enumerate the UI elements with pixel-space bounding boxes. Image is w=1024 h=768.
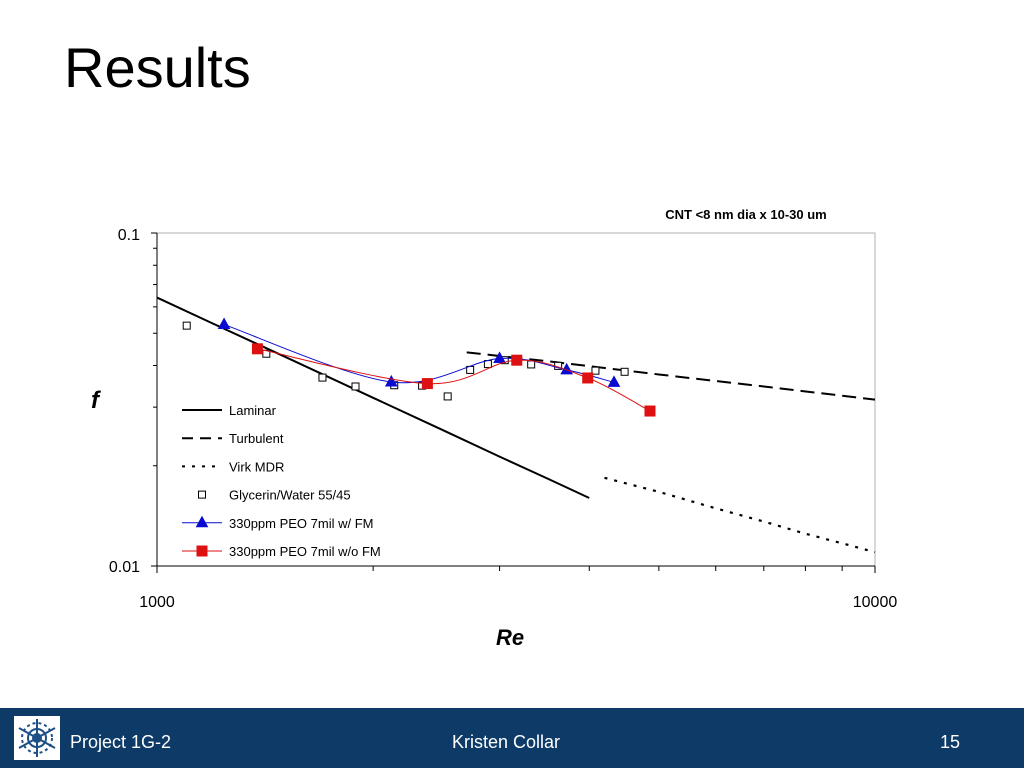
y-axis-label: f	[91, 387, 101, 414]
footer-project: Project 1G-2	[70, 732, 172, 752]
legend-label: Virk MDR	[229, 459, 284, 474]
data-point	[351, 382, 360, 391]
y-tick-label-0.01: 0.01	[109, 559, 140, 576]
footer-page-number: 15	[940, 732, 961, 752]
legend-swatch	[195, 515, 209, 528]
series-line	[604, 476, 876, 554]
data-point	[421, 378, 433, 390]
data-point	[318, 373, 327, 382]
chart-title: CNT <8 nm dia x 10-30 um	[665, 207, 826, 222]
data-point	[527, 360, 536, 369]
data-point	[251, 343, 263, 355]
legend-item-5: 330ppm PEO 7mil w/o FM	[182, 544, 381, 559]
series-4	[217, 317, 621, 387]
data-point	[217, 317, 231, 330]
data-point	[443, 392, 452, 401]
legend-item-0: Laminar	[182, 403, 277, 418]
snowflake-logo-icon	[14, 716, 60, 760]
data-point	[182, 321, 191, 330]
series-5	[251, 343, 656, 417]
legend-item-3: Glycerin/Water 55/45	[198, 488, 351, 503]
axes	[151, 232, 876, 573]
data-point	[644, 405, 656, 417]
legend-item-1: Turbulent	[182, 431, 284, 446]
legend-swatch	[196, 545, 208, 557]
y-tick-label-0.1: 0.1	[118, 227, 140, 244]
series-layer	[156, 296, 876, 554]
footer-author: Kristen Collar	[452, 732, 561, 752]
footer-bar: Project 1G-2 Kristen Collar 15	[0, 708, 1024, 768]
x-tick-label-10000: 10000	[853, 594, 898, 611]
series-0	[156, 296, 590, 499]
series-line	[156, 296, 590, 499]
legend-label: 330ppm PEO 7mil w/ FM	[229, 516, 374, 531]
friction-factor-chart: CNT <8 nm dia x 10-30 um Laminar Turbulen…	[91, 207, 898, 650]
legend: Laminar Turbulent Virk MDR Glycerin/Water 5…	[182, 403, 381, 559]
series-3	[182, 321, 629, 401]
legend-swatch	[198, 490, 206, 499]
x-axis-label: Re	[496, 625, 524, 650]
legend-label: 330ppm PEO 7mil w/o FM	[229, 544, 381, 559]
slide-title: Results	[64, 36, 251, 99]
data-point	[582, 372, 594, 384]
data-point	[384, 374, 398, 387]
data-point	[511, 354, 523, 366]
legend-label: Glycerin/Water 55/45	[229, 488, 351, 503]
series-line	[223, 324, 615, 384]
legend-label: Turbulent	[229, 431, 284, 446]
data-point	[493, 351, 506, 363]
legend-item-4: 330ppm PEO 7mil w/ FM	[182, 515, 374, 531]
legend-item-2: Virk MDR	[182, 459, 284, 474]
x-tick-label-1000: 1000	[139, 594, 175, 611]
data-point	[591, 366, 600, 375]
data-point	[620, 367, 629, 376]
series-2	[604, 476, 876, 554]
series-line	[257, 348, 651, 412]
data-point	[607, 375, 621, 387]
legend-label: Laminar	[229, 403, 277, 418]
series-1	[466, 351, 876, 401]
series-line	[466, 351, 876, 401]
